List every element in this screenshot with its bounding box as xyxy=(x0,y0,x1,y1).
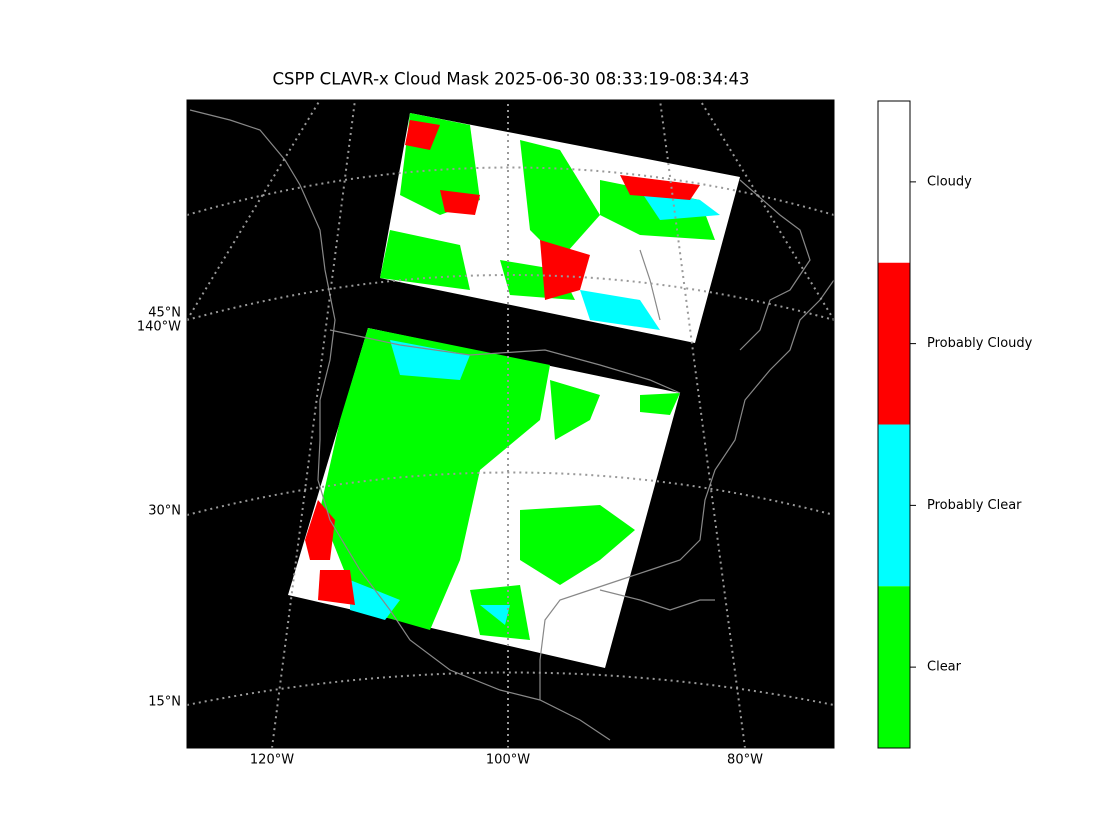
colorbar-segment xyxy=(878,424,910,587)
lat-label: 15°N xyxy=(148,695,181,710)
map-frame xyxy=(186,99,835,749)
colorbar-label: Clear xyxy=(927,660,962,675)
colorbar-segment xyxy=(878,586,910,748)
lon-label: 80°W xyxy=(727,753,763,768)
colorbar-label: Probably Clear xyxy=(927,498,1022,513)
graticule xyxy=(187,100,834,748)
colorbar-segment xyxy=(878,101,910,263)
lat-label: 45°N xyxy=(148,306,181,321)
map xyxy=(187,100,834,748)
colorbar: Cloudy Probably Cloudy Probably Clear Clear xyxy=(877,100,1033,749)
colorbar-frame xyxy=(877,100,911,749)
colorbar-segment xyxy=(878,262,910,425)
lon-label: 120°W xyxy=(250,753,294,768)
title: CSPP CLAVR-x Cloud Mask 2025-06-30 08:33… xyxy=(273,70,750,89)
lon-label: 100°W xyxy=(486,753,530,768)
lon-label: 140°W xyxy=(137,320,181,335)
colorbar-label: Cloudy xyxy=(927,174,972,189)
top-swath xyxy=(380,113,740,343)
lat-label: 30°N xyxy=(148,504,181,519)
coastlines xyxy=(189,109,834,741)
bottom-swath xyxy=(288,328,680,668)
colorbar-label: Probably Cloudy xyxy=(927,336,1033,351)
